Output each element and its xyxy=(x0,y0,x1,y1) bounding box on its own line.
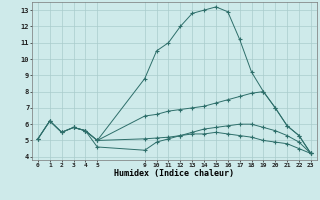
X-axis label: Humidex (Indice chaleur): Humidex (Indice chaleur) xyxy=(115,169,234,178)
